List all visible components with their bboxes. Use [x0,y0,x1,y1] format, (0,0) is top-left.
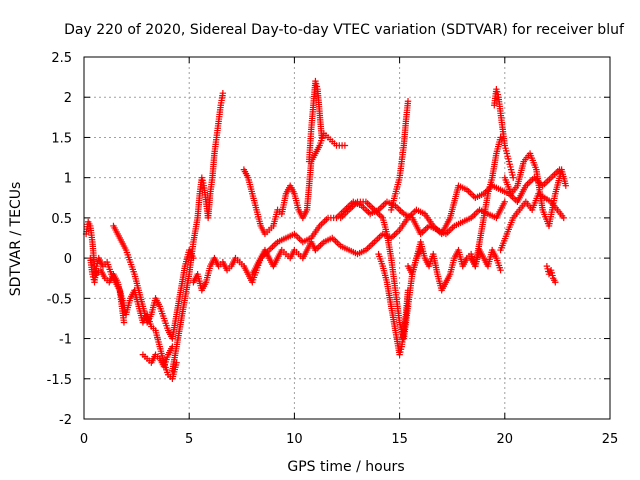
y-tick-label: 2.5 [51,51,72,66]
x-tick-label: 0 [80,432,88,447]
data-point [552,279,559,286]
y-axis-label: SDTVAR / TECUs [8,182,24,297]
data-point [120,319,128,326]
y-tick-label: 0 [64,252,72,267]
x-tick-label: 10 [286,432,303,447]
y-tick-label: -0.5 [47,292,72,307]
y-tick-label: 0.5 [51,212,72,227]
x-tick-label: 20 [497,432,514,447]
x-tick-label: 15 [391,432,408,447]
y-tick-label: -2 [59,413,72,428]
data-point [341,142,349,149]
data-points [82,77,570,382]
x-axis-label: GPS time / hours [287,459,404,475]
y-tick-label: -1.5 [47,373,72,388]
data-point [497,134,504,141]
x-tick-label: 5 [185,432,193,447]
y-tick-label: 1 [64,172,72,187]
chart-title: Day 220 of 2020, Sidereal Day-to-day VTE… [64,22,625,38]
data-point [497,266,504,274]
data-point [318,134,325,141]
y-tick-label: -1 [59,333,72,348]
data-point [510,174,517,181]
y-tick-label: 1.5 [51,131,72,146]
plot-frame [83,56,611,420]
y-tick-labels: -2 -1.5 -1 -0.5 0 0.5 1 1.5 2 2.5 [47,51,72,428]
data-point [404,98,412,105]
x-tick-label: 25 [602,432,619,447]
x-tick-labels: 0 5 10 15 20 25 [80,432,618,447]
data-point [219,90,227,97]
y-tick-label: 2 [64,91,72,106]
data-point [562,182,570,189]
data-point [501,198,508,205]
data-point [560,214,567,222]
data-point [404,287,412,294]
